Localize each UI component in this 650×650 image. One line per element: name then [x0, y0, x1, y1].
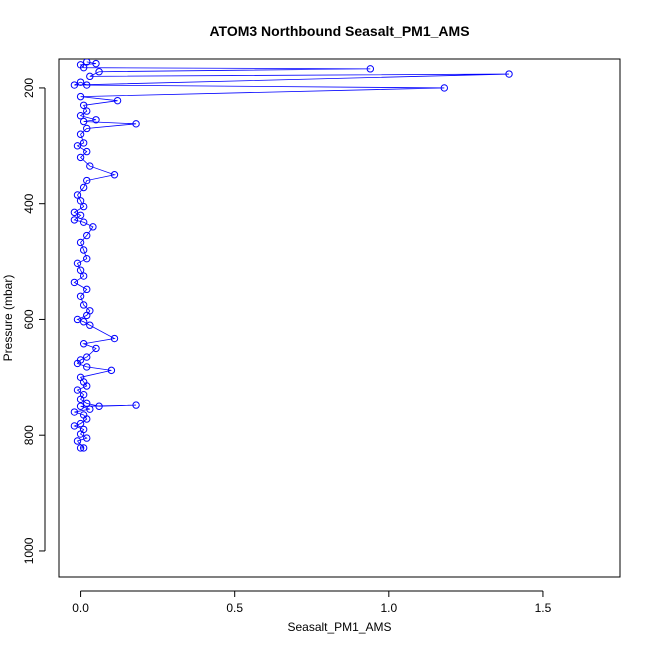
data-point [70, 408, 79, 416]
data-point [83, 147, 91, 156]
data-point [89, 223, 97, 231]
data-point [79, 139, 88, 147]
data-point [366, 65, 375, 73]
x-tick-label: 0.5 [226, 601, 243, 615]
x-tick-label: 0.0 [72, 601, 89, 615]
data-point [132, 401, 140, 409]
data-point [86, 321, 94, 329]
data-point [79, 272, 88, 280]
data-point [76, 419, 85, 428]
data-point [79, 117, 88, 126]
data-point [79, 444, 88, 452]
data-point [73, 386, 82, 394]
data-point [79, 183, 88, 192]
data-point [76, 444, 85, 452]
data-point [83, 107, 91, 115]
data-point [79, 301, 88, 309]
data-point [76, 373, 85, 382]
data-point [76, 211, 85, 219]
data-point [95, 402, 103, 410]
data-point [83, 363, 91, 371]
data-point [83, 81, 91, 89]
data-point [79, 246, 88, 254]
data-point [76, 112, 85, 120]
data-point [83, 59, 91, 66]
x-axis: 0.0 0.5 1.0 1.5 [72, 590, 552, 615]
y-tick-label: 800 [22, 425, 36, 445]
data-point [79, 218, 88, 226]
data-point [92, 59, 100, 68]
data-point [76, 153, 85, 162]
data-point [79, 318, 88, 326]
y-axis-label: Pressure (mbar) [1, 275, 15, 362]
data-point [76, 92, 85, 101]
data-point [83, 176, 91, 185]
data-point [505, 70, 513, 78]
data-point [79, 101, 88, 110]
series-layer [70, 59, 513, 452]
y-tick-label: 200 [22, 78, 36, 98]
data-point [92, 116, 100, 124]
chart-title: ATOM3 Northbound Seasalt_PM1_AMS [209, 23, 469, 39]
data-point [440, 84, 448, 92]
data-point [73, 437, 82, 445]
data-point [73, 259, 82, 268]
data-point [86, 307, 94, 315]
data-point [76, 266, 85, 274]
data-point [110, 334, 119, 343]
data-point [79, 411, 88, 419]
data-point [76, 78, 85, 86]
y-tick-label: 600 [22, 309, 36, 329]
data-point [76, 61, 85, 69]
x-tick-label: 1.5 [535, 601, 552, 615]
data-point [83, 231, 91, 240]
data-point [79, 390, 88, 399]
data-point [73, 142, 82, 150]
data-point [110, 171, 119, 179]
y-tick-label: 1000 [22, 537, 36, 564]
data-point [107, 366, 116, 375]
data-point [73, 191, 82, 199]
series-line [73, 61, 510, 449]
data-point [76, 197, 85, 205]
data-point [76, 356, 85, 364]
data-point [79, 340, 88, 348]
data-point [76, 130, 85, 138]
data-point [76, 292, 85, 300]
plot-frame [58, 58, 621, 578]
data-point [76, 402, 85, 410]
data-point [70, 216, 79, 224]
data-point [83, 434, 91, 442]
data-point [95, 68, 103, 76]
data-point [83, 254, 91, 263]
data-point [70, 278, 79, 287]
data-point [113, 96, 122, 105]
data-point [86, 162, 94, 170]
y-axis: 200 400 600 800 1000 [22, 78, 46, 564]
data-point [73, 315, 82, 324]
data-point [70, 422, 79, 430]
data-point [83, 399, 91, 408]
data-point [92, 344, 100, 353]
x-tick-label: 1.0 [380, 601, 397, 615]
data-point [83, 124, 91, 133]
data-point [76, 238, 85, 247]
data-point [86, 72, 94, 81]
data-point [70, 81, 79, 89]
data-point [79, 202, 88, 211]
data-point [83, 353, 91, 361]
data-point [70, 208, 79, 217]
data-point [86, 405, 94, 413]
data-point [83, 285, 91, 294]
x-axis-label: Seasalt_PM1_AMS [287, 620, 391, 634]
data-point [79, 425, 88, 434]
y-tick-label: 400 [22, 193, 36, 213]
data-point [132, 120, 140, 128]
